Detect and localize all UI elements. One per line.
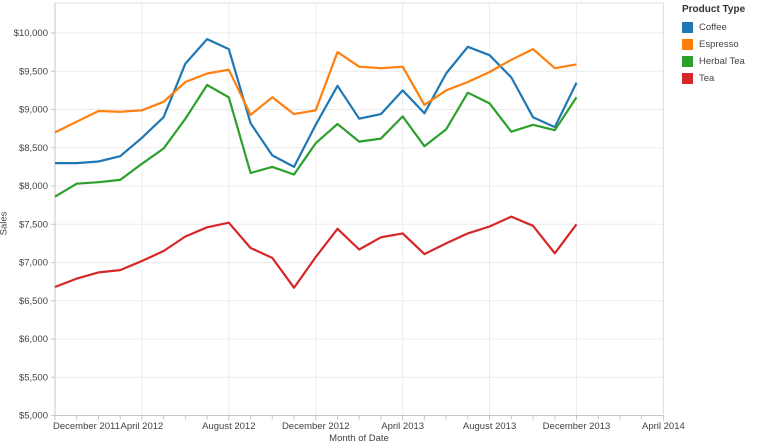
legend-item-herbal-tea[interactable]: Herbal Tea <box>682 56 766 67</box>
series-line-herbal-tea[interactable] <box>54 83 578 198</box>
x-tick-label: April 2014 <box>642 421 685 432</box>
legend-items: Coffee Espresso Herbal Tea Tea <box>682 22 766 84</box>
x-tick-label: August 2013 <box>463 421 516 432</box>
x-tick-label: April 2013 <box>381 421 424 432</box>
series-line-coffee[interactable] <box>55 37 578 168</box>
y-tick-label: $10,000 <box>14 28 48 39</box>
legend-item-label: Tea <box>699 73 715 84</box>
y-tick-label: $8,000 <box>19 181 48 192</box>
y-tick-label: $7,000 <box>19 258 48 269</box>
legend-item-tea[interactable]: Tea <box>682 73 766 84</box>
series-line-tea[interactable] <box>54 215 578 289</box>
legend-swatch <box>682 56 693 67</box>
x-tick-label: April 2012 <box>121 421 164 432</box>
y-tick-label: $8,500 <box>19 143 48 154</box>
legend-swatch <box>682 73 693 84</box>
y-tick-label: $6,000 <box>19 334 48 345</box>
legend-item-label: Espresso <box>699 39 739 50</box>
legend-item-espresso[interactable]: Espresso <box>682 39 766 50</box>
legend-title: Product Type <box>682 4 746 15</box>
y-tick-label: $9,500 <box>19 66 48 77</box>
x-tick-label: August 2012 <box>202 421 255 432</box>
legend-item-coffee[interactable]: Coffee <box>682 22 766 33</box>
legend-swatch <box>682 22 693 33</box>
series-line-espresso[interactable] <box>54 47 577 134</box>
y-tick-label: $9,000 <box>19 105 48 116</box>
y-tick-label: $6,500 <box>19 296 48 307</box>
y-axis-title: Sales <box>0 211 10 236</box>
legend: Product Type Coffee Espresso Herbal Tea Tea <box>682 4 766 90</box>
y-tick-label: $7,500 <box>19 219 48 230</box>
x-axis-title: Month of Date <box>329 433 389 444</box>
y-tick-label: $5,000 <box>19 411 48 422</box>
x-tick-label: December 2012 <box>282 421 350 432</box>
legend-swatch <box>682 39 693 50</box>
x-tick-label: December 2013 <box>543 421 611 432</box>
legend-item-label: Coffee <box>699 22 727 33</box>
y-tick-label: $5,500 <box>19 372 48 383</box>
x-tick-label: December 2011 <box>53 421 120 432</box>
legend-item-label: Herbal Tea <box>699 56 745 67</box>
